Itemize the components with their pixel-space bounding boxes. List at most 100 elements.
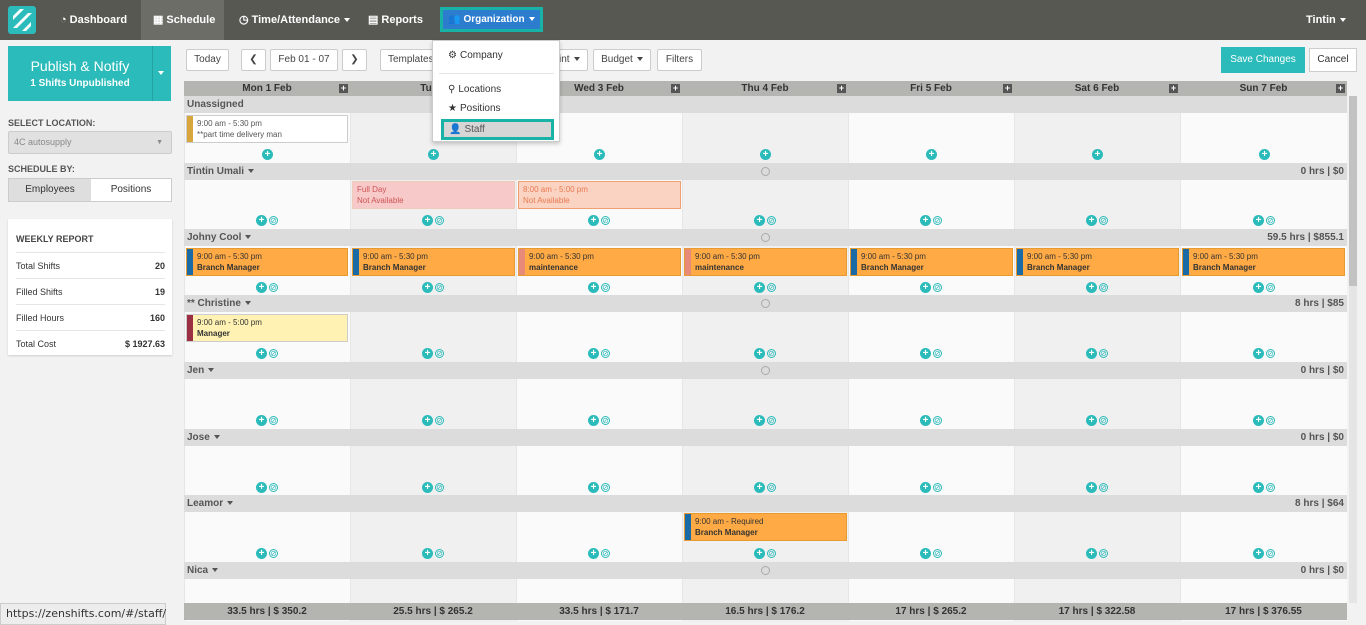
add-shift-icon[interactable]: + — [1086, 348, 1097, 359]
no-shift-icon[interactable]: ⊘ — [767, 283, 776, 292]
nav-dashboard[interactable]: ◔ Dashboard — [60, 0, 127, 40]
group-header-employee[interactable]: Nica 0 hrs | $0 — [184, 562, 1347, 579]
group-header-employee[interactable]: Jose 0 hrs | $0 — [184, 429, 1347, 446]
add-shift-icon[interactable]: + — [256, 415, 267, 426]
add-shift-icon[interactable]: + — [760, 149, 771, 160]
no-shift-icon[interactable]: ⊘ — [1266, 483, 1275, 492]
group-header-employee[interactable]: Leamor 8 hrs | $64 — [184, 495, 1347, 512]
add-shift-icon[interactable]: + — [422, 548, 433, 559]
no-shift-icon[interactable]: ⊘ — [1099, 349, 1108, 358]
templates-button[interactable]: Templates — [380, 49, 435, 71]
no-shift-icon[interactable]: ⊘ — [1266, 216, 1275, 225]
vertical-scrollbar[interactable] — [1349, 96, 1357, 603]
user-menu[interactable]: Tintin — [1306, 0, 1346, 40]
no-shift-icon[interactable]: ⊘ — [767, 349, 776, 358]
no-shift-icon[interactable]: ⊘ — [1266, 549, 1275, 558]
add-shift-icon[interactable]: + — [594, 149, 605, 160]
publish-notify-button[interactable]: Publish & Notify 1 Shifts Unpublished — [8, 46, 171, 101]
add-shift-icon[interactable]: + — [1253, 282, 1264, 293]
no-shift-icon[interactable]: ⊘ — [435, 416, 444, 425]
today-button[interactable]: Today — [186, 49, 229, 71]
no-shift-icon[interactable]: ⊘ — [933, 349, 942, 358]
add-shift-icon[interactable]: + — [422, 215, 433, 226]
no-shift-icon[interactable]: ⊘ — [269, 549, 278, 558]
unavailable-card[interactable]: 8:00 am - 5:00 pm Not Available — [518, 181, 681, 209]
scrollbar-thumb[interactable] — [1349, 96, 1357, 286]
no-shift-icon[interactable]: ⊘ — [601, 349, 610, 358]
no-shift-icon[interactable]: ⊘ — [1099, 283, 1108, 292]
no-shift-icon[interactable]: ⊘ — [269, 216, 278, 225]
no-shift-icon[interactable]: ⊘ — [1266, 349, 1275, 358]
add-shift-icon[interactable]: + — [1253, 548, 1264, 559]
add-shift-icon[interactable]: + — [920, 482, 931, 493]
add-shift-icon[interactable]: + — [926, 149, 937, 160]
no-shift-icon[interactable]: ⊘ — [601, 549, 610, 558]
add-shift-icon[interactable]: + — [920, 282, 931, 293]
no-shift-icon[interactable]: ⊘ — [601, 216, 610, 225]
no-shift-icon[interactable]: ⊘ — [269, 349, 278, 358]
shift-card[interactable]: 9:00 am - 5:00 pm Manager — [186, 314, 348, 342]
add-shift-icon[interactable]: + — [1253, 348, 1264, 359]
add-shift-icon[interactable]: + — [754, 415, 765, 426]
next-week-button[interactable]: ❯ — [342, 49, 367, 71]
add-shift-icon[interactable]: + — [422, 482, 433, 493]
no-shift-icon[interactable]: ⊘ — [767, 483, 776, 492]
shift-card[interactable]: 9:00 am - 5:30 pm Branch Manager — [186, 248, 348, 276]
menu-item-company[interactable]: ⚙ Company — [448, 50, 503, 61]
shift-card[interactable]: 9:00 am - Required Branch Manager — [684, 513, 847, 541]
no-shift-icon[interactable]: ⊘ — [435, 549, 444, 558]
no-shift-icon[interactable]: ⊘ — [601, 283, 610, 292]
no-shift-icon[interactable]: ⊘ — [933, 549, 942, 558]
no-shift-icon[interactable]: ⊘ — [601, 483, 610, 492]
no-shift-icon[interactable]: ⊘ — [435, 483, 444, 492]
publish-dropdown-toggle[interactable] — [152, 46, 171, 101]
add-shift-icon[interactable]: + — [1259, 149, 1270, 160]
add-shift-icon[interactable]: + — [754, 482, 765, 493]
nav-organization[interactable]: 👥 Organization — [440, 7, 543, 32]
filters-button[interactable]: Filters — [657, 49, 702, 71]
shift-card[interactable]: 9:00 am - 5:30 pm Branch Manager — [1016, 248, 1179, 276]
add-shift-icon[interactable]: + — [1253, 415, 1264, 426]
add-day-icon[interactable]: + — [1169, 83, 1178, 93]
no-shift-icon[interactable]: ⊘ — [1266, 283, 1275, 292]
cancel-button[interactable]: Cancel — [1309, 48, 1357, 72]
add-shift-icon[interactable]: + — [588, 282, 599, 293]
no-shift-icon[interactable]: ⊘ — [1099, 483, 1108, 492]
menu-item-positions[interactable]: ★ Positions — [448, 103, 501, 114]
no-shift-icon[interactable]: ⊘ — [933, 283, 942, 292]
shift-card[interactable]: 9:00 am - 5:30 pm maintenance — [684, 248, 847, 276]
group-header-employee[interactable]: ** Christine 8 hrs | $85 — [184, 295, 1347, 312]
no-shift-icon[interactable]: ⊘ — [767, 416, 776, 425]
add-shift-icon[interactable]: + — [920, 415, 931, 426]
add-shift-icon[interactable]: + — [920, 548, 931, 559]
nav-time-attendance[interactable]: ◷ Time/Attendance — [239, 0, 351, 40]
add-shift-icon[interactable]: + — [588, 215, 599, 226]
add-shift-icon[interactable]: + — [754, 215, 765, 226]
budget-button[interactable]: Budget — [593, 49, 651, 71]
prev-week-button[interactable]: ❮ — [241, 49, 266, 71]
no-shift-icon[interactable]: ⊘ — [767, 549, 776, 558]
add-shift-icon[interactable]: + — [428, 149, 439, 160]
no-shift-icon[interactable]: ⊘ — [435, 216, 444, 225]
no-shift-icon[interactable]: ⊘ — [933, 216, 942, 225]
add-shift-icon[interactable]: + — [588, 348, 599, 359]
nav-reports[interactable]: ▤ Reports — [368, 0, 423, 40]
menu-item-staff[interactable]: 👤 Staff — [441, 119, 554, 140]
no-shift-icon[interactable]: ⊘ — [933, 416, 942, 425]
no-shift-icon[interactable]: ⊘ — [933, 483, 942, 492]
add-day-icon[interactable]: + — [1003, 83, 1012, 93]
add-shift-icon[interactable]: + — [920, 348, 931, 359]
no-shift-icon[interactable]: ⊘ — [767, 216, 776, 225]
shift-card[interactable]: 9:00 am - 5:30 pm maintenance — [518, 248, 681, 276]
add-shift-icon[interactable]: + — [1086, 215, 1097, 226]
add-shift-icon[interactable]: + — [256, 482, 267, 493]
location-select[interactable]: 4C autosupply ▼ — [8, 131, 172, 154]
add-shift-icon[interactable]: + — [1086, 282, 1097, 293]
add-shift-icon[interactable]: + — [1253, 215, 1264, 226]
add-shift-icon[interactable]: + — [422, 282, 433, 293]
no-shift-icon[interactable]: ⊘ — [269, 416, 278, 425]
menu-item-locations[interactable]: ⚲ Locations — [448, 84, 502, 95]
add-shift-icon[interactable]: + — [262, 149, 273, 160]
no-shift-icon[interactable]: ⊘ — [435, 349, 444, 358]
no-shift-icon[interactable]: ⊘ — [435, 283, 444, 292]
